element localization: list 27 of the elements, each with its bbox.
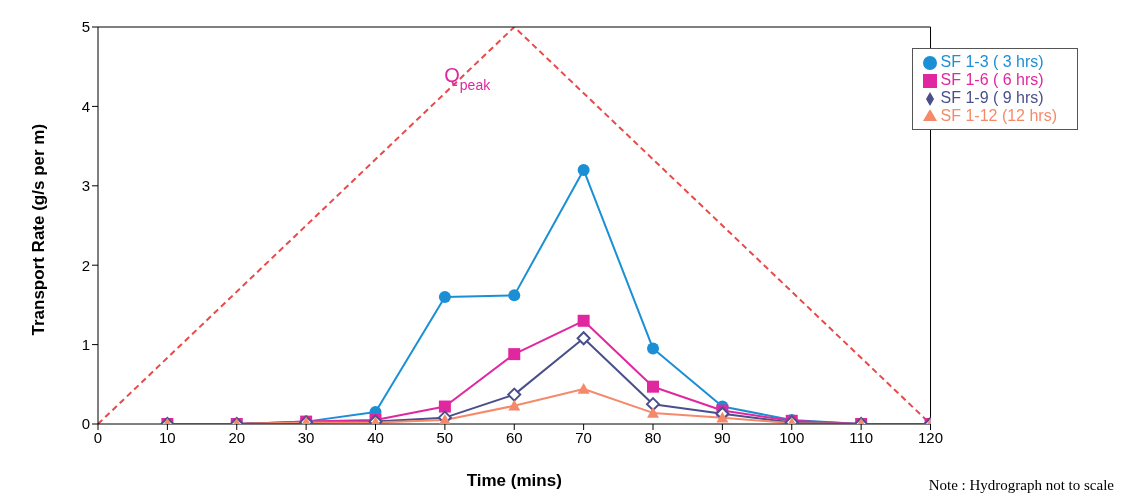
legend-label: SF 1-6 ( 6 hrs) [940, 71, 1044, 88]
y-tick-label: 0 [81, 415, 90, 433]
legend-label: SF 1-3 ( 3 hrs) [940, 53, 1044, 70]
y-tick-label: 3 [81, 177, 90, 195]
y-tick-label: 1 [81, 335, 90, 353]
x-tick-label: 0 [93, 428, 103, 446]
x-tick-label: 100 [779, 428, 805, 446]
y-tick-label: 5 [81, 18, 90, 36]
y-axis-title: Transport Rate (g/s per m) [29, 123, 49, 336]
x-tick-label: 70 [575, 428, 592, 446]
x-tick-label: 60 [505, 428, 523, 446]
x-tick-label: 90 [714, 428, 731, 446]
legend-label: SF 1-12 (12 hrs) [940, 107, 1057, 124]
y-tick-label: 2 [81, 256, 90, 274]
x-tick-label: 50 [436, 428, 454, 446]
y-tick-label: 4 [81, 97, 90, 115]
x-tick-label: 120 [918, 428, 944, 446]
text: Note : Hydrograph not to scale [928, 477, 1114, 494]
x-axis-title: Time (mins) [466, 471, 562, 490]
x-tick-label: 80 [644, 428, 662, 446]
annotation: Q$_{peak}$ [444, 64, 492, 93]
x-tick-label: 40 [367, 428, 384, 446]
x-tick-label: 30 [297, 428, 315, 446]
legend-label: SF 1-9 ( 9 hrs) [940, 89, 1044, 106]
x-tick-label: 20 [228, 428, 246, 446]
x-tick-label: 10 [159, 428, 176, 446]
x-tick-label: 110 [849, 428, 874, 446]
